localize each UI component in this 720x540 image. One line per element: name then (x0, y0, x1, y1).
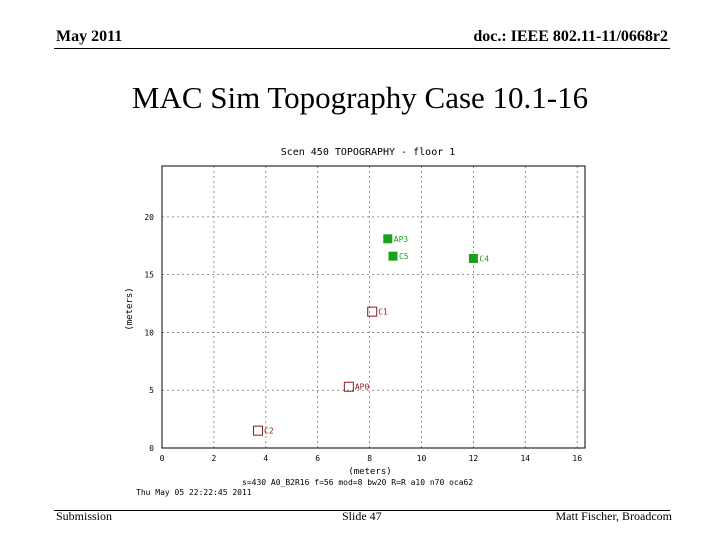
header-doc-id: doc.: IEEE 802.11-11/0668r2 (473, 28, 668, 45)
point-c2-marker (253, 425, 264, 436)
y-tick-label: 0 (149, 444, 154, 453)
slide-title: MAC Sim Topography Case 10.1-16 (131, 80, 589, 115)
y-axis-label: (meters) (125, 287, 135, 330)
chart-footnote-date: Thu May 05 22:22:45 2011 (136, 488, 252, 497)
point-ap3-label: AP3 (394, 235, 409, 244)
point-c1-label: C1 (378, 308, 388, 317)
x-tick-label: 6 (315, 454, 320, 463)
point-ap0-label: AP0 (355, 383, 370, 392)
x-tick-label: 2 (211, 454, 216, 463)
chart-title: Scen 450 TOPOGRAPHY - floor 1 (281, 147, 456, 158)
header-date: May 2011 (56, 28, 123, 45)
point-c5-marker (388, 251, 398, 261)
x-tick-label: 8 (367, 454, 372, 463)
y-tick-label: 20 (144, 213, 154, 222)
y-tick-label: 15 (144, 271, 154, 280)
tick-labels: 0 2 4 6 8 10 12 14 16 0 5 10 15 20 (144, 213, 582, 463)
x-tick-label: 0 (160, 454, 165, 463)
footer-slide-number: Slide 47 (342, 509, 382, 523)
plot-frame (161, 165, 586, 449)
chart-background (120, 138, 600, 498)
header-rule (54, 48, 670, 49)
footer-submission: Submission (56, 509, 113, 523)
x-tick-label: 14 (520, 454, 530, 463)
topography-chart: Scen 450 TOPOGRAPHY - floor 1 0 2 4 6 8 10 12 1… (120, 138, 600, 498)
point-c2-label: C2 (264, 427, 274, 436)
point-c5-label: C5 (399, 252, 409, 261)
x-axis-label: (meters) (348, 467, 391, 477)
point-ap0-marker (343, 381, 354, 392)
y-tick-label: 10 (144, 328, 154, 337)
footer-rule (54, 510, 670, 511)
point-c4-label: C4 (479, 254, 489, 263)
x-tick-label: 12 (469, 454, 479, 463)
data-points: AP3 C5 C4 C1 AP0 C2 (253, 234, 489, 436)
x-tick-label: 4 (263, 454, 268, 463)
chart-footnote-params: s=430 A0_B2R16 f=56 mod=8 bw20 R=R a10 n… (242, 478, 473, 487)
footer-author: Matt Fischer, Broadcom (555, 509, 673, 523)
point-ap3-marker (383, 234, 393, 244)
grid (162, 166, 585, 448)
point-c4-marker (468, 253, 478, 263)
y-tick-label: 5 (149, 386, 154, 395)
x-tick-label: 16 (572, 454, 582, 463)
x-tick-label: 10 (417, 454, 427, 463)
point-c1-marker (367, 306, 378, 317)
